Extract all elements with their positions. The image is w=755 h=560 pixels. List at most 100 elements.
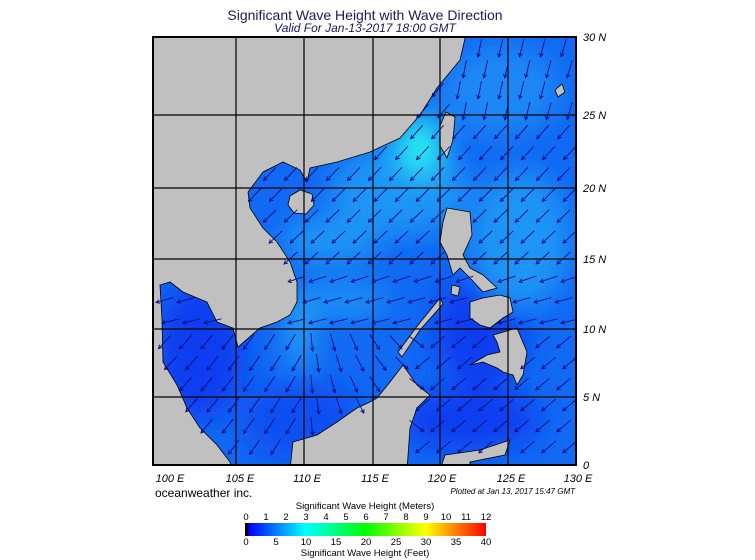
wave-direction-arrow	[430, 167, 445, 182]
wave-direction-arrow	[545, 60, 552, 79]
wave-direction-arrow	[291, 397, 302, 414]
luzon-island	[439, 207, 498, 293]
wave-direction-arrow	[388, 167, 403, 182]
meters-tick-label: 0	[243, 512, 248, 523]
wave-direction-arrow	[200, 376, 213, 392]
wave-direction-arrow	[392, 318, 411, 325]
wave-direction-arrow	[437, 103, 450, 119]
wave-direction-arrow	[161, 318, 180, 325]
latitude-label: 25 N	[582, 110, 606, 122]
wave-direction-arrow	[476, 81, 482, 100]
wave-direction-arrow	[179, 376, 193, 392]
wave-direction-arrow	[302, 297, 321, 304]
wave-direction-arrow	[309, 332, 315, 352]
wave-direction-arrow	[533, 297, 552, 304]
wave-direction-arrow	[352, 188, 367, 203]
wave-direction-arrow	[242, 334, 255, 351]
wave-direction-arrow	[541, 356, 556, 370]
wave-direction-arrow	[457, 146, 472, 161]
wave-direction-arrow	[514, 377, 529, 391]
wave-direction-arrow	[373, 146, 388, 161]
wave-direction-arrow	[541, 398, 556, 412]
wave-direction-arrow	[539, 81, 546, 100]
wave-direction-arrow	[409, 251, 424, 265]
wave-direction-arrow	[520, 146, 535, 161]
feet-tick-label: 10	[301, 537, 312, 548]
wave-direction-arrow	[452, 124, 466, 140]
latitude-labels: 30 N 25 N 20 N 15 N 10 N 5 N 0	[582, 32, 606, 472]
wave-direction-arrow	[457, 398, 472, 412]
wave-direction-arrow	[373, 230, 388, 244]
wave-direction-arrow	[562, 146, 576, 161]
meters-tick-label: 8	[403, 512, 408, 523]
wave-direction-arrow	[304, 251, 319, 265]
wave-direction-arrow	[247, 188, 262, 203]
wave-direction-arrow	[409, 420, 425, 433]
wave-direction-arrow	[520, 440, 535, 454]
wave-direction-arrow	[499, 230, 514, 244]
wave-direction-arrow	[350, 318, 369, 325]
wave-direction-arrow	[556, 335, 571, 349]
longitude-label: 130 E	[564, 473, 593, 485]
wave-direction-arrow	[557, 124, 571, 140]
wave-direction-arrow	[472, 251, 487, 265]
wave-direction-arrow	[283, 167, 298, 182]
wave-direction-arrow	[499, 146, 514, 161]
wave-direction-arrow	[430, 251, 445, 265]
wave-direction-arrow	[562, 188, 576, 203]
longitude-label: 125 E	[497, 473, 526, 485]
wave-direction-arrow	[518, 275, 537, 283]
wave-direction-arrow	[436, 398, 451, 412]
wave-direction-arrow	[335, 396, 343, 415]
wave-direction-arrow	[503, 102, 510, 121]
wave-direction-arrow	[457, 440, 472, 454]
wave-direction-arrow	[392, 275, 411, 283]
wave-direction-arrow	[285, 334, 296, 351]
wave-direction-arrow	[514, 209, 529, 223]
wave-direction-arrow	[407, 297, 426, 304]
wave-direction-arrow	[264, 418, 275, 435]
wave-direction-arrow	[451, 377, 466, 391]
land-masses	[153, 37, 566, 465]
wave-direction-arrow	[389, 335, 403, 350]
wave-direction-arrow	[325, 167, 340, 182]
wave-direction-arrow	[512, 297, 531, 304]
wave-direction-arrow	[262, 167, 277, 182]
wave-direction-arrow	[283, 209, 298, 223]
wave-direction-arrow	[461, 60, 467, 79]
wave-direction-arrow	[309, 416, 315, 436]
lat-lon-grid	[153, 37, 576, 465]
wave-direction-arrow	[476, 39, 482, 58]
meters-tick-label: 9	[423, 512, 428, 523]
wave-direction-arrow	[520, 398, 535, 412]
meters-tick-label: 1	[263, 512, 268, 523]
feet-tick-label: 25	[391, 537, 402, 548]
wave-direction-arrow	[346, 167, 361, 182]
wave-direction-arrow	[221, 418, 234, 434]
wave-direction-arrow	[503, 60, 510, 79]
wave-direction-arrow	[556, 419, 571, 433]
mindanao-island	[469, 327, 528, 386]
wave-direction-arrow	[535, 167, 550, 182]
wave-direction-arrow	[352, 230, 367, 244]
wave-direction-arrow	[325, 251, 340, 265]
wave-direction-arrow	[227, 397, 240, 413]
wave-direction-arrow	[413, 275, 432, 283]
feet-tick-label: 40	[481, 537, 492, 548]
wave-direction-arrow	[415, 356, 430, 370]
wave-direction-arrow	[559, 39, 567, 58]
wave-direction-arrow	[346, 251, 361, 265]
wave-direction-arrow	[449, 297, 468, 304]
wave-direction-arrow	[565, 102, 573, 121]
wave-direction-arrow	[520, 356, 535, 370]
feet-tick-label: 0	[243, 537, 248, 548]
longitude-label: 110 E	[293, 473, 322, 485]
map-area[interactable]	[140, 30, 578, 470]
wave-direction-arrow	[416, 103, 429, 119]
wave-direction-arrow	[535, 335, 550, 349]
ryukyu-island	[554, 83, 566, 98]
wave-direction-arrow	[309, 374, 315, 394]
wave-direction-arrow	[157, 335, 172, 350]
latitude-label: 0	[583, 460, 590, 472]
wave-direction-arrow	[200, 334, 213, 350]
